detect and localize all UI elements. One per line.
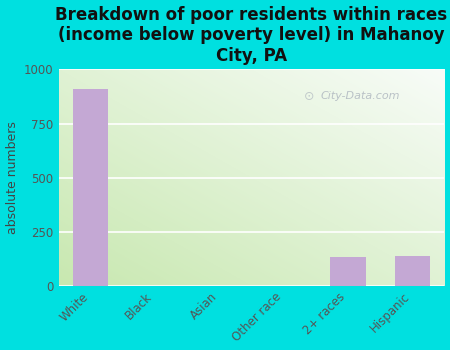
Bar [73,89,108,286]
Y-axis label: absolute numbers: absolute numbers [5,121,18,234]
Text: City-Data.com: City-Data.com [321,91,400,101]
Bar [330,258,366,286]
Title: Breakdown of poor residents within races
(income below poverty level) in Mahanoy: Breakdown of poor residents within races… [55,6,448,65]
Text: ⊙: ⊙ [304,90,314,103]
Bar [395,257,430,286]
